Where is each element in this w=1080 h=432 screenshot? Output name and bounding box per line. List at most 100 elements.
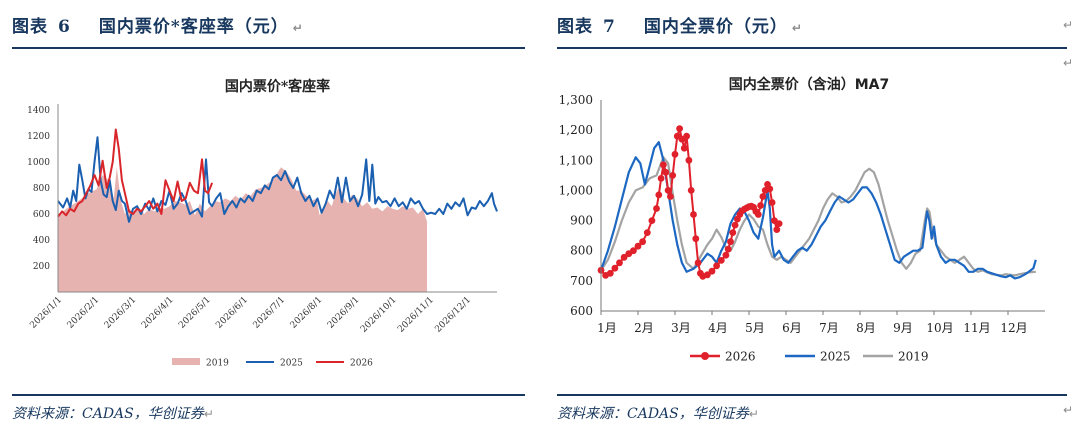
series-2026-point (606, 269, 614, 277)
x-tick-label: 2026/11/1 (396, 295, 436, 335)
figure-6-heading: 图表 6 国内票价*客座率（元） ↵ (12, 12, 304, 37)
series-2026-point (708, 267, 716, 275)
chart-title: 国内全票价（含油）MA7 (729, 76, 890, 93)
y-tick-label: 200 (33, 262, 50, 272)
x-tick-label: 2026/9/1 (326, 295, 362, 331)
y-tick-label: 800 (570, 244, 593, 258)
legend-label: 2019 (206, 359, 229, 369)
series-2026-point (639, 238, 646, 246)
figure-7-panel: 图表 7 国内全票价（元） ↵ ↵ ↵ 国内全票价（含油）MA7 600 700 800 90… (545, 0, 1080, 432)
source-note: 资料来源：CADAS，华创证券↵ (12, 403, 214, 423)
legend-label: 2019 (898, 350, 929, 364)
source-text: 资料来源：CADAS，华创证券 (12, 406, 204, 422)
series-2026-point (754, 211, 762, 218)
x-tick-label: 4月 (708, 321, 728, 335)
series-2026-point (727, 238, 734, 246)
legend-label: 2026 (350, 359, 373, 369)
heading-divider (12, 47, 525, 49)
chart-title: 国内票价*客座率 (225, 78, 330, 95)
figure-label: 图表 (557, 17, 593, 37)
return-mark-icon: ↵ (203, 407, 214, 421)
series-2026-point (664, 187, 672, 194)
series-2026-point (685, 156, 693, 164)
series-2026-point (768, 199, 776, 206)
x-tick-label: 6月 (782, 321, 802, 335)
series-2026-point (766, 185, 774, 193)
series-2026-point (759, 193, 767, 200)
return-mark-icon: ↵ (748, 407, 759, 421)
series-2026-point (680, 144, 688, 152)
x-tick-label: 2026/2/1 (66, 295, 102, 331)
series-2026-point (611, 264, 619, 272)
legend-marker-2026 (701, 352, 709, 360)
series-2019-line (600, 156, 1036, 277)
y-tick-label: 1,200 (559, 123, 593, 137)
figure-7-heading: 图表 7 国内全票价（元） ↵ (557, 12, 803, 37)
heading-divider (557, 47, 1067, 49)
x-tick-label: 2月 (634, 321, 654, 335)
y-tick-label: 1400 (27, 106, 50, 116)
x-tick-label: 2026/12/1 (433, 295, 473, 335)
x-tick-label: 2026/1/1 (28, 295, 64, 331)
series-2026-point (634, 242, 642, 250)
y-tick-label: 800 (33, 184, 50, 194)
series-2026-point (683, 132, 690, 140)
series-2026-point (722, 251, 730, 259)
figure-6-panel: 图表 6 国内票价*客座率（元） ↵ 国内票价*客座率 200 400 600 800 1000… (0, 0, 530, 432)
fare-load-factor-chart: 国内票价*客座率 200 400 600 800 1000 1200 1400 2026/1/1… (27, 78, 498, 369)
series-2026-point (731, 221, 739, 229)
x-tick-label: 3月 (671, 321, 691, 335)
x-tick-label: 2026/7/1 (252, 295, 288, 331)
series-2026-line (57, 128, 214, 218)
x-tick-label: 2026/4/1 (140, 295, 176, 331)
source-text: 资料来源：CADAS，华创证券 (557, 406, 749, 422)
x-tick-label: 9月 (893, 321, 913, 335)
full-fare-chart: 国内全票价（含油）MA7 600 700 800 900 1,000 1,100 1,200 1… (559, 76, 1045, 364)
series-2026-point (653, 205, 660, 212)
y-tick-label: 600 (570, 304, 593, 318)
x-tick-label: 7月 (819, 321, 839, 335)
x-tick-label: 5月 (745, 321, 765, 335)
series-2026-point (729, 229, 737, 237)
series-2026-point (643, 229, 651, 237)
legend-swatch-2019 (172, 358, 200, 365)
series-2025-line (57, 136, 498, 223)
y-tick-label: 400 (33, 236, 50, 246)
y-tick-label: 1,300 (559, 93, 593, 107)
series-2026-point (667, 193, 674, 200)
x-tick-label: 2026/5/1 (177, 295, 213, 331)
series-2026-point (757, 202, 764, 209)
x-tick-label: 2026/10/1 (359, 295, 399, 335)
series-2026-point (620, 253, 628, 261)
y-tick-label: 700 (570, 274, 593, 288)
return-mark-icon: ↵ (1063, 56, 1074, 70)
series-2026-point (690, 211, 697, 218)
return-mark-icon: ↵ (1063, 403, 1074, 417)
series-2019-area (58, 167, 428, 292)
series-2026-point (704, 271, 711, 279)
y-tick-label: 1000 (27, 158, 50, 168)
series-2026-point (713, 262, 720, 270)
return-mark-icon: ↵ (791, 21, 803, 35)
figure-title: 国内票价*客座率（元） (98, 17, 289, 37)
legend-label: 2025 (280, 359, 303, 369)
legend-label: 2025 (820, 350, 851, 364)
x-tick-label: 2026/6/1 (214, 295, 250, 331)
series-2025-line (599, 141, 1037, 280)
figure-title: 国内全票价（元） (643, 17, 788, 37)
y-tick-label: 1200 (27, 132, 50, 142)
return-mark-icon: ↵ (1063, 18, 1074, 32)
series-2026-point (657, 175, 665, 182)
figure-number: 7 (603, 17, 616, 37)
footer-divider (12, 394, 525, 396)
series-2026-point (616, 259, 623, 267)
series-2026-point (648, 217, 656, 225)
x-tick-label: 12月 (1000, 321, 1027, 335)
y-tick-label: 1,100 (559, 153, 593, 167)
series-2026-point (676, 125, 683, 132)
y-tick-label: 900 (570, 214, 593, 228)
series-2026-point (662, 168, 670, 176)
legend-label: 2026 (725, 350, 756, 364)
series-2026-point (694, 259, 702, 267)
series-2026-point (687, 187, 695, 194)
